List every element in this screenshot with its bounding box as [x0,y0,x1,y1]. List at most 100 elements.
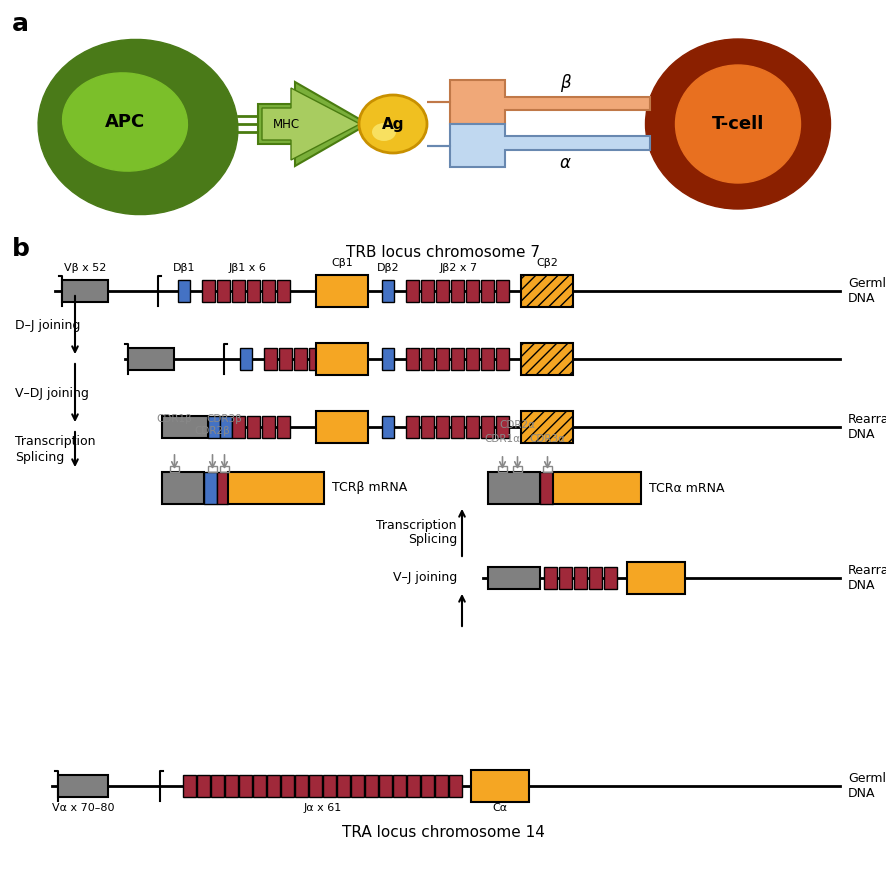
Polygon shape [258,82,368,166]
Text: APC: APC [105,113,145,131]
Bar [407,775,420,797]
Text: CDR3β: CDR3β [206,414,243,424]
Bar [316,343,368,375]
Text: Dβ1: Dβ1 [173,263,195,273]
Bar [604,567,617,589]
Bar [220,466,229,472]
Bar [208,466,217,472]
Bar [277,280,290,302]
Ellipse shape [359,95,427,153]
Bar [208,416,220,438]
Bar [239,775,252,797]
Ellipse shape [675,65,800,183]
Bar [247,416,260,438]
Ellipse shape [38,39,238,215]
Ellipse shape [63,73,188,171]
Bar [449,775,462,797]
Text: b: b [12,237,30,261]
Bar [421,280,434,302]
Bar [513,466,522,472]
Bar [496,416,509,438]
Bar [471,770,529,802]
Bar [262,280,275,302]
Bar [217,472,228,504]
Bar [406,280,419,302]
Text: D–J joining: D–J joining [15,318,81,331]
Bar [540,472,553,504]
Text: TRB locus chromosome 7: TRB locus chromosome 7 [346,245,540,260]
Bar [436,416,449,438]
Bar [309,348,322,370]
Bar [183,775,196,797]
Text: CDR2β: CDR2β [195,426,230,436]
Bar [267,775,280,797]
Bar [178,280,190,302]
Text: V–J joining: V–J joining [392,571,457,584]
Bar [382,348,394,370]
Bar [543,466,552,472]
Bar [521,275,573,307]
Bar [316,275,368,307]
Bar [128,348,174,370]
Bar [436,348,449,370]
Text: TCRα mRNA: TCRα mRNA [649,481,725,494]
Text: Jβ2 x 7: Jβ2 x 7 [439,263,478,273]
Text: CDR2α: CDR2α [500,420,535,430]
Polygon shape [262,88,360,160]
Text: Transcription
Splicing: Transcription Splicing [15,435,96,464]
Bar [262,416,275,438]
Polygon shape [427,124,650,167]
Ellipse shape [372,123,396,141]
Text: a: a [12,12,29,36]
Bar [496,280,509,302]
Bar [202,280,215,302]
Bar [382,416,394,438]
Bar [488,567,540,589]
Bar [232,280,245,302]
Bar [295,775,308,797]
Bar [309,775,322,797]
Text: Cβ1: Cβ1 [331,258,353,268]
Bar [170,466,179,472]
Bar [240,348,252,370]
Bar [211,775,224,797]
Text: Rearranged
DNA: Rearranged DNA [848,564,886,592]
Bar [496,348,509,370]
Bar [488,472,540,504]
Text: TCRβ mRNA: TCRβ mRNA [332,481,408,494]
Bar [436,280,449,302]
Bar [481,280,494,302]
Bar [365,775,378,797]
Bar [232,416,245,438]
Bar [217,280,230,302]
Bar [627,562,685,594]
Text: CDR1β: CDR1β [157,414,192,424]
Bar [323,775,336,797]
Bar [498,466,507,472]
Text: β: β [560,74,571,92]
Text: Germline
DNA: Germline DNA [848,277,886,305]
Text: Vα x 70–80: Vα x 70–80 [51,803,114,813]
Text: Jβ1 x 6: Jβ1 x 6 [228,263,266,273]
Bar [62,280,108,302]
Bar [228,472,324,504]
Bar [466,280,479,302]
Bar [466,348,479,370]
Text: Rearranged
DNA: Rearranged DNA [848,413,886,441]
Bar [406,416,419,438]
Bar [481,416,494,438]
Bar [264,348,277,370]
Bar [421,775,434,797]
Text: Cβ2: Cβ2 [536,258,558,268]
Bar [277,416,290,438]
Text: Germline
DNA: Germline DNA [848,772,886,800]
Bar [406,348,419,370]
Bar [162,416,208,438]
Text: Cα: Cα [493,803,508,813]
Bar [58,775,108,797]
Bar [421,348,434,370]
Bar [294,348,307,370]
Bar [521,411,573,443]
Bar [521,343,573,375]
Bar [279,348,292,370]
